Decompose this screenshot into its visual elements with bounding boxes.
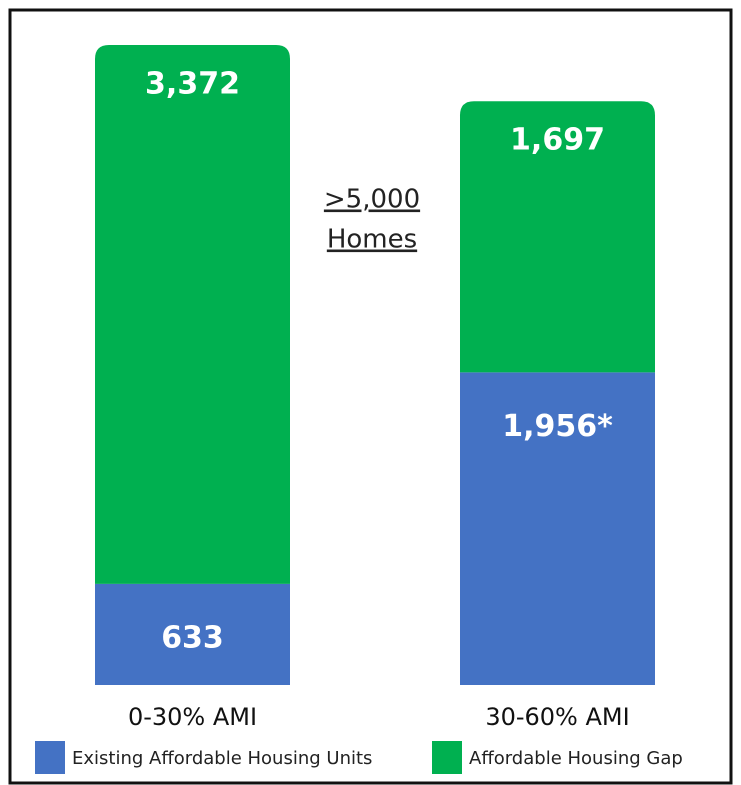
x-tick-label: 0-30% AMI (128, 703, 257, 731)
bar-segment (95, 583, 290, 685)
value-label: 1,697 (510, 123, 605, 158)
value-label: 3,372 (145, 67, 240, 102)
annotation: Homes (327, 225, 417, 255)
annotation: >5,000 (324, 185, 420, 215)
legend-swatch (35, 741, 65, 774)
x-tick-label: 30-60% AMI (485, 703, 629, 731)
legend-swatch (432, 741, 462, 774)
bar-segment (460, 372, 655, 685)
value-label: 1,956* (502, 409, 613, 444)
legend-label: Affordable Housing Gap (469, 748, 683, 769)
bar-segment (460, 101, 655, 373)
legend-label: Existing Affordable Housing Units (72, 748, 372, 769)
value-label: 633 (161, 620, 224, 655)
bar-segment (95, 45, 290, 584)
